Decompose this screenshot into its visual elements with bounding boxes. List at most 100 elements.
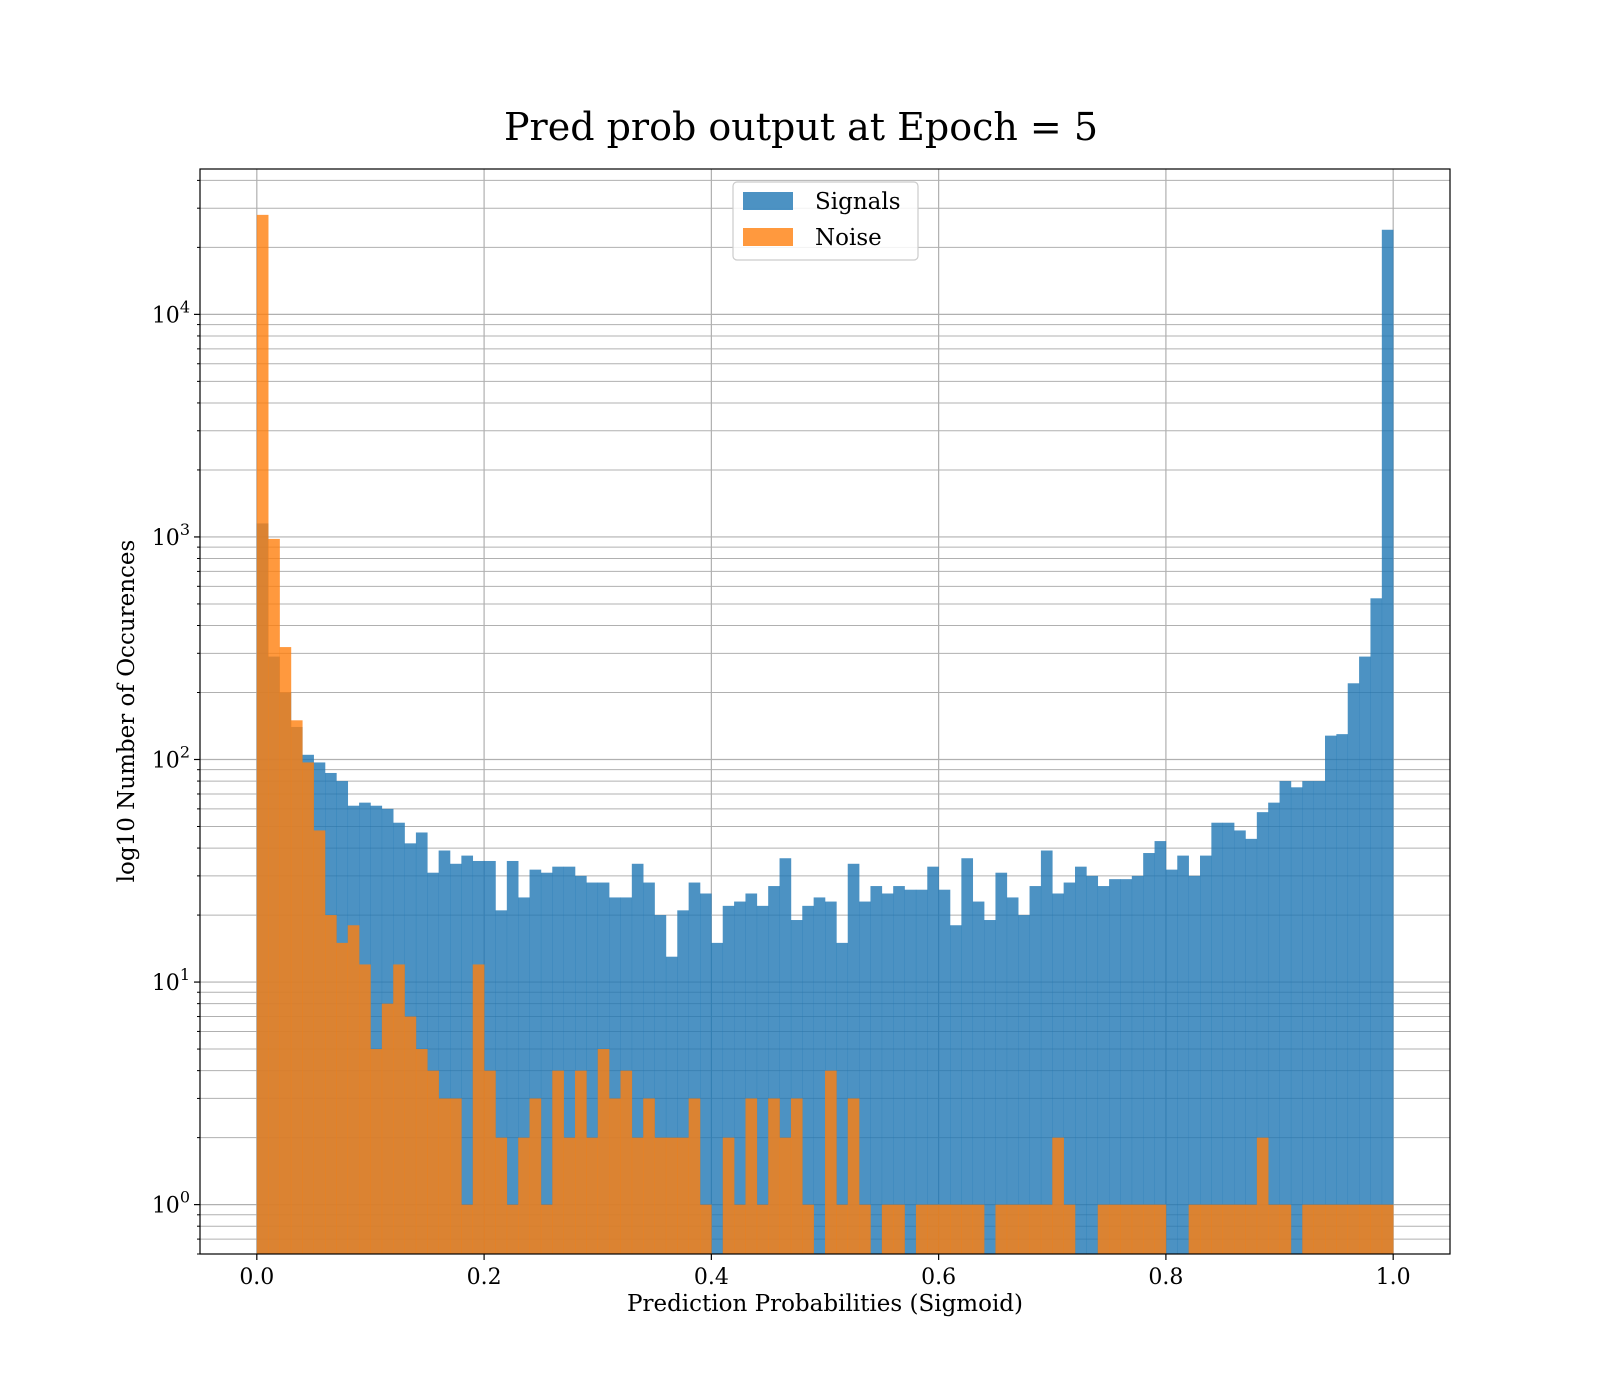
- legend-swatch-noise: [743, 228, 793, 246]
- signals-bar: [768, 886, 780, 1254]
- noise-bar: [768, 1098, 780, 1254]
- noise-bar: [484, 1070, 496, 1254]
- signals-bar: [518, 897, 530, 1254]
- x-tick-label: 0.0: [239, 1265, 274, 1290]
- noise-bar: [995, 1204, 1008, 1254]
- noise-bar: [1006, 1204, 1019, 1254]
- signals-bar: [1302, 781, 1314, 1254]
- noise-bar: [359, 964, 371, 1254]
- signals-bar: [1336, 734, 1349, 1254]
- noise-bar: [620, 1070, 633, 1254]
- signals-bar: [1109, 879, 1121, 1254]
- noise-bar: [859, 1204, 871, 1254]
- signals-bar: [904, 889, 917, 1254]
- signals-bar: [575, 875, 587, 1254]
- noise-bar: [1143, 1204, 1155, 1254]
- noise-bar: [700, 1204, 712, 1254]
- signals-bar: [1211, 822, 1224, 1254]
- signals-bar: [722, 905, 735, 1254]
- noise-bar: [313, 830, 326, 1254]
- noise-bar: [825, 1070, 837, 1254]
- noise-bar: [1279, 1204, 1292, 1254]
- signals-bar: [745, 893, 758, 1254]
- noise-bar: [1211, 1204, 1224, 1254]
- signals-bar: [1006, 897, 1019, 1254]
- y-tick-label: 102: [152, 743, 190, 774]
- noise-bar: [268, 538, 280, 1254]
- signals-bar: [1245, 838, 1258, 1254]
- signals-bar: [370, 805, 383, 1254]
- noise-bar: [415, 1049, 428, 1254]
- noise-bar: [688, 1098, 701, 1254]
- noise-bar: [972, 1204, 985, 1254]
- signals-bar: [415, 832, 428, 1254]
- signals-bar: [756, 905, 769, 1254]
- signals-bar: [1029, 886, 1042, 1254]
- noise-bar: [677, 1137, 689, 1254]
- noise-bar: [597, 1049, 610, 1254]
- legend-label-noise: Noise: [815, 225, 882, 251]
- signals-bar: [734, 901, 746, 1254]
- x-tick-label: 0.8: [1148, 1265, 1183, 1290]
- noise-bar: [1052, 1137, 1064, 1254]
- signals-bar: [915, 889, 928, 1254]
- noise-bar: [927, 1204, 939, 1254]
- signals-bar: [1200, 855, 1212, 1254]
- noise-bar: [779, 1137, 792, 1254]
- series-noise: [256, 214, 1394, 1255]
- signals-bar: [1381, 229, 1394, 1254]
- noise-bar: [438, 1098, 451, 1254]
- noise-bar: [1359, 1204, 1371, 1254]
- noise-bar: [1347, 1204, 1360, 1254]
- signals-bar: [881, 893, 894, 1254]
- signals-bar: [1313, 781, 1326, 1254]
- noise-bar: [665, 1137, 678, 1254]
- signals-bar: [1234, 830, 1246, 1254]
- signals-bar: [802, 905, 814, 1254]
- signals-bar: [506, 860, 519, 1254]
- y-tick-label: 103: [152, 520, 190, 551]
- signals-bar: [1143, 853, 1155, 1254]
- noise-bar: [654, 1137, 667, 1254]
- noise-bar: [1018, 1204, 1030, 1254]
- signals-bar: [1165, 869, 1178, 1254]
- signals-bar: [1188, 875, 1201, 1254]
- noise-bar: [609, 1098, 621, 1254]
- legend-label-signals: Signals: [815, 189, 901, 215]
- noise-bar: [631, 1137, 644, 1254]
- signals-bar: [779, 858, 792, 1254]
- noise-bar: [756, 1204, 769, 1254]
- noise-bar: [847, 1098, 860, 1254]
- noise-bar: [1097, 1204, 1110, 1254]
- noise-bar: [495, 1137, 508, 1254]
- noise-bar: [1268, 1204, 1280, 1254]
- signals-bar: [654, 915, 667, 1254]
- signals-bar: [1018, 915, 1030, 1254]
- noise-bar: [370, 1049, 383, 1254]
- noise-bar: [1370, 1204, 1383, 1254]
- noise-bar: [1154, 1204, 1167, 1254]
- signals-bar: [836, 942, 849, 1254]
- signals-bar: [1370, 598, 1383, 1254]
- noise-bar: [279, 647, 292, 1254]
- noise-bar: [256, 214, 269, 1255]
- noise-bar: [552, 1070, 564, 1254]
- noise-bar: [1131, 1204, 1144, 1254]
- noise-bar: [529, 1098, 542, 1254]
- signals-bar: [586, 882, 599, 1254]
- signals-bar: [1097, 886, 1110, 1254]
- signals-bar: [495, 910, 508, 1254]
- signals-bar: [1075, 866, 1087, 1254]
- signals-bar: [961, 858, 974, 1254]
- noise-bar: [836, 1204, 849, 1254]
- noise-bar: [1234, 1204, 1246, 1254]
- noise-bar: [1040, 1204, 1053, 1254]
- signals-bar: [870, 886, 883, 1254]
- signals-bar: [1063, 882, 1076, 1254]
- y-tick-label: 100: [152, 1188, 190, 1219]
- signals-bar: [813, 897, 826, 1254]
- signals-bar: [859, 901, 871, 1254]
- signals-bar: [631, 863, 644, 1254]
- noise-bar: [347, 925, 360, 1254]
- noise-bar: [1222, 1204, 1235, 1254]
